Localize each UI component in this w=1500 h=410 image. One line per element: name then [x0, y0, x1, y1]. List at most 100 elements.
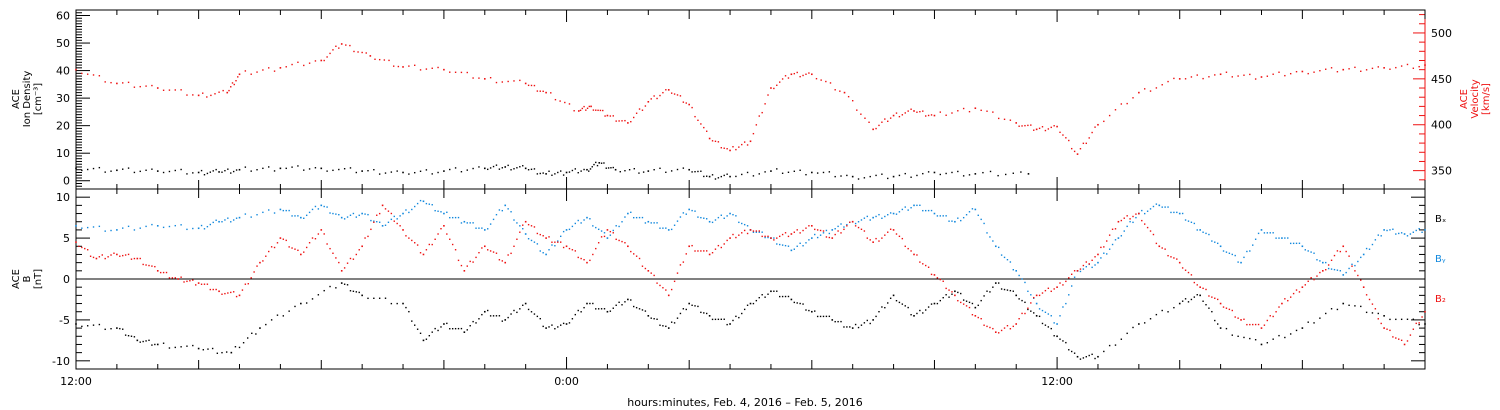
bottom-y-tick-label: 10: [56, 191, 70, 204]
velocity-point: [945, 114, 947, 116]
bz-point: [446, 233, 448, 235]
bx-point: [414, 324, 416, 326]
bz-point: [957, 299, 959, 302]
bz-point: [218, 290, 220, 293]
by-point: [1161, 206, 1163, 208]
density-point: [443, 170, 445, 172]
bz-point: [1292, 292, 1295, 295]
by-point: [1181, 212, 1184, 215]
bz-point: [489, 250, 492, 252]
by-point: [904, 206, 906, 208]
bz-point: [116, 253, 118, 256]
by-point: [221, 221, 223, 223]
by-point: [986, 232, 988, 234]
velocity-point: [230, 86, 232, 88]
bz-point: [1284, 298, 1286, 300]
bx-point: [717, 318, 720, 321]
density-point: [700, 170, 702, 172]
velocity-point: [326, 56, 328, 58]
bz-point: [895, 233, 898, 235]
bz-point: [799, 232, 801, 234]
by-point: [358, 214, 360, 217]
velocity-point: [585, 109, 587, 111]
bz-point: [866, 237, 868, 239]
bz-point: [273, 246, 276, 249]
bx-point: [530, 311, 533, 313]
bx-point: [638, 308, 641, 310]
velocity-point: [1348, 68, 1350, 70]
by-point: [419, 199, 422, 202]
bx-point: [960, 292, 962, 295]
density-point: [297, 165, 299, 167]
bz-point: [1018, 318, 1020, 320]
bz-point: [872, 241, 874, 243]
bx-point: [624, 301, 626, 303]
bx-point: [422, 339, 425, 342]
bx-point: [1214, 319, 1216, 322]
density-point: [764, 171, 766, 173]
bx-point: [849, 326, 851, 328]
bz-point: [980, 317, 982, 320]
velocity-point: [907, 110, 909, 112]
bz-point: [352, 258, 355, 260]
bz-point: [1289, 296, 1292, 298]
density-point: [875, 174, 877, 177]
by-point: [592, 225, 594, 227]
bx-point: [221, 351, 223, 354]
velocity-point: [685, 102, 687, 104]
velocity-point: [839, 90, 841, 92]
by-point: [857, 221, 860, 223]
by-point: [965, 214, 968, 216]
by-point: [776, 243, 778, 245]
bz-point: [802, 229, 804, 232]
bz-point: [449, 238, 451, 240]
by-point: [314, 205, 317, 208]
density-point: [610, 167, 612, 169]
bz-point: [840, 232, 842, 234]
bx-point: [305, 302, 308, 304]
bz-point: [1368, 298, 1371, 301]
velocity-point: [228, 89, 230, 92]
by-point: [989, 236, 991, 238]
velocity-point: [75, 68, 77, 71]
bz-point: [924, 264, 927, 267]
velocity-point: [776, 84, 778, 86]
bx-point: [831, 319, 834, 321]
bz-point: [767, 235, 769, 238]
by-point: [446, 211, 448, 214]
by-point: [732, 213, 734, 216]
bx-point: [574, 313, 577, 316]
bz-point: [1059, 282, 1061, 284]
density-point: [624, 170, 626, 172]
density-point: [706, 175, 708, 177]
by-point: [548, 249, 550, 251]
bz-point: [1400, 339, 1403, 342]
bx-point: [1079, 358, 1082, 360]
bz-point: [1377, 318, 1379, 320]
bx-point: [866, 319, 868, 322]
by-point: [1360, 256, 1362, 259]
by-point: [720, 214, 723, 216]
bx-point: [533, 313, 536, 315]
bz-point: [986, 325, 988, 328]
bz-point: [300, 253, 302, 256]
velocity-point: [162, 89, 165, 91]
bz-point: [425, 249, 428, 251]
by-point: [825, 229, 828, 232]
bx-point: [110, 328, 112, 330]
bz-point: [1184, 269, 1187, 271]
velocity-point: [802, 74, 804, 77]
bx-point: [714, 318, 717, 321]
bz-point: [1202, 287, 1204, 290]
bx-point: [133, 336, 136, 338]
by-point: [1322, 261, 1324, 264]
by-point: [863, 217, 866, 219]
bz-point: [743, 229, 746, 232]
bx-point: [148, 339, 150, 342]
bz-point: [227, 292, 229, 294]
density-point: [916, 174, 918, 177]
density-point: [501, 167, 504, 169]
bx-point: [723, 318, 725, 320]
bx-point: [1193, 296, 1196, 298]
bx-point: [1418, 323, 1420, 326]
